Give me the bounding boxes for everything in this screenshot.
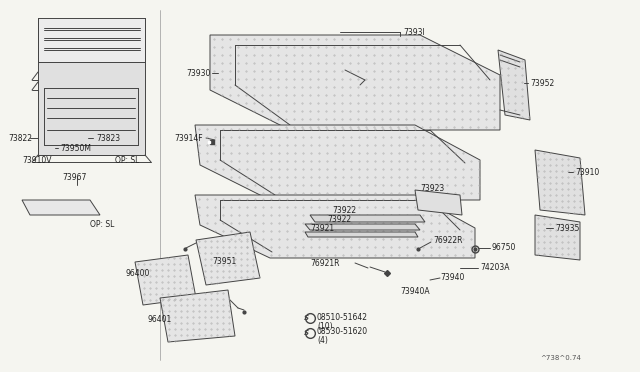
Polygon shape [135, 255, 196, 305]
Polygon shape [535, 150, 585, 215]
Polygon shape [535, 215, 580, 260]
Text: 74203A: 74203A [480, 263, 509, 273]
Polygon shape [415, 190, 462, 215]
Text: S: S [303, 315, 308, 321]
Text: OP: SL: OP: SL [115, 155, 140, 164]
Text: 73822: 73822 [8, 134, 32, 142]
Text: 76921R: 76921R [310, 259, 339, 267]
Polygon shape [310, 215, 425, 222]
Text: 73922: 73922 [327, 215, 351, 224]
Text: 73930: 73930 [186, 68, 211, 77]
Text: (4): (4) [317, 337, 328, 346]
Polygon shape [38, 18, 145, 62]
Text: ^738^0.74: ^738^0.74 [540, 355, 581, 361]
Text: 73910V: 73910V [22, 155, 51, 164]
Text: 73940A: 73940A [400, 288, 429, 296]
Text: 73952: 73952 [530, 78, 554, 87]
Text: 73923: 73923 [420, 183, 444, 192]
Text: 96401: 96401 [148, 315, 172, 324]
Text: 73910: 73910 [575, 167, 599, 176]
Text: 7393l: 7393l [403, 28, 425, 36]
Text: 73951: 73951 [212, 257, 236, 266]
Text: 73921: 73921 [310, 224, 334, 232]
Text: OP: SL: OP: SL [90, 219, 115, 228]
Text: 73935: 73935 [555, 224, 579, 232]
Polygon shape [305, 224, 420, 230]
Text: 73950M: 73950M [60, 144, 91, 153]
Text: 73967: 73967 [62, 173, 86, 182]
Polygon shape [195, 125, 480, 200]
Polygon shape [22, 200, 100, 215]
Polygon shape [38, 62, 145, 155]
Text: 73914F: 73914F [174, 134, 203, 142]
Polygon shape [195, 195, 475, 258]
Polygon shape [305, 232, 418, 237]
Text: 96750: 96750 [492, 244, 516, 253]
Text: (10): (10) [317, 321, 333, 330]
Text: 73922: 73922 [332, 205, 356, 215]
Polygon shape [498, 50, 530, 120]
Text: 08530-51620: 08530-51620 [317, 327, 368, 337]
Polygon shape [160, 290, 235, 342]
Text: S: S [303, 330, 308, 336]
Text: 08510-51642: 08510-51642 [317, 312, 368, 321]
Polygon shape [196, 232, 260, 285]
Text: 73940: 73940 [440, 273, 465, 282]
Text: 96400: 96400 [125, 269, 149, 279]
Text: 76922R: 76922R [433, 235, 463, 244]
Text: 73823: 73823 [96, 134, 120, 142]
Polygon shape [210, 35, 500, 130]
